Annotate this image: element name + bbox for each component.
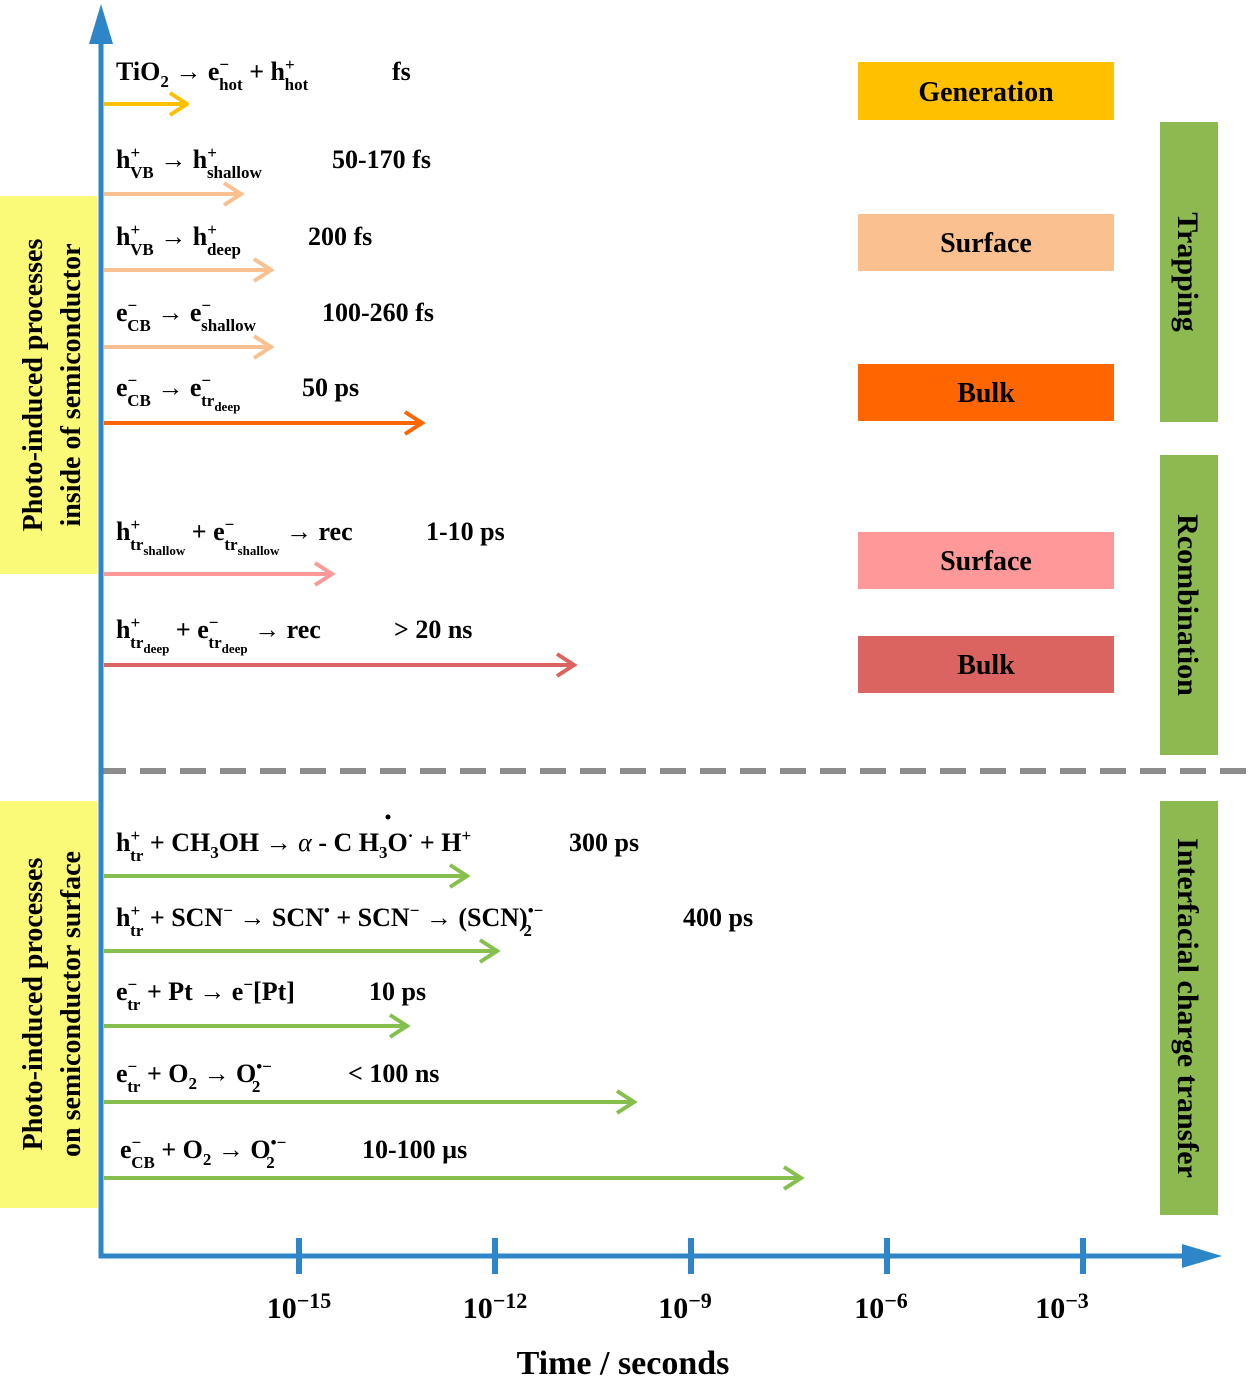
rec-deep-time: > 20 ns <box>394 615 472 644</box>
svg-text:TiO2 → e−hot + h+hot: TiO2 → e− hot + h+ hot <box>116 55 309 94</box>
methanol-time: 300 ps <box>569 828 639 857</box>
cb-shallow-time: 100-260 fs <box>322 298 434 327</box>
o2-tr-arrow <box>104 1089 638 1115</box>
svg-text:h+tr + CH3OH → α - C H3O· + H+: h+ tr + CH3OH → α - C H3O· + H+ <box>116 826 471 865</box>
x-tick-label: 10−12 <box>463 1288 528 1325</box>
vb-deep-equation: h+ VB → h+ deep 200 fs <box>116 220 372 259</box>
x-tick-label: 10−6 <box>854 1288 908 1325</box>
x-axis-arrowhead <box>1182 1244 1222 1268</box>
svg-text:h+tr + SCN− → SCN• + SCN− → (S: h+ tr + SCN− → SCN• + SCN− → (SCN)•− 2 <box>116 901 543 940</box>
cb-shallow-arrow <box>104 334 275 360</box>
cb-deep-time: 50 ps <box>302 373 359 402</box>
pt-time: 10 ps <box>369 977 426 1006</box>
svg-text:e−CB → e−trdeep: e− CB → e− trdeep <box>116 371 240 414</box>
rec-shallow-arrow <box>104 561 336 587</box>
rec-shallow-time: 1-10 ps <box>426 517 505 546</box>
x-tick-label: 10−3 <box>1035 1288 1089 1325</box>
generation-box <box>858 62 1114 120</box>
vb-deep-arrow <box>104 257 275 283</box>
o2-cb-equation: e− CB + O2 → O•− 2 10-100 µs <box>120 1133 467 1172</box>
o2-tr-equation: e− tr + O2 → O•− 2 < 100 ns <box>116 1057 439 1096</box>
cb-deep-arrow <box>104 410 426 436</box>
pt-equation: e− tr + Pt → e−[Pt] 10 ps <box>116 975 426 1014</box>
vb-shallow-arrow <box>104 181 245 207</box>
rec-surface-box <box>858 532 1114 589</box>
trap-surface-box <box>858 214 1114 271</box>
svg-text:h+VB → h+deep: h+ VB → h+ deep <box>116 220 241 259</box>
pt-arrow <box>104 1013 411 1039</box>
svg-text:e−CB + O2 → O•−2: e− CB + O2 → O•− 2 <box>120 1133 286 1172</box>
trap-bulk-label: Bulk <box>957 378 1015 409</box>
o2-tr-time: < 100 ns <box>348 1059 439 1088</box>
inside-label: Photo-induced processes <box>18 239 49 532</box>
svg-text:e−CB → e−shallow: e− CB → e− shallow <box>116 296 257 335</box>
generation-label: Generation <box>918 77 1054 108</box>
o2-cb-time: 10-100 µs <box>362 1135 467 1164</box>
rec-deep-equation: h+ trdeep + e− trdeep → rec > 20 ns <box>116 613 472 656</box>
vb-deep-time: 200 fs <box>308 222 372 251</box>
rec-bulk-label: Bulk <box>957 650 1015 681</box>
inside-label-2: inside of semiconductor <box>56 243 87 526</box>
surface-band <box>0 801 97 1208</box>
methanol-arrow <box>104 863 471 889</box>
svg-text:h+trdeep + e−trdeep → rec: h+ trdeep + e− trdeep → rec <box>116 613 321 656</box>
gen-equation: TiO2 → e− hot + h+ hot fs <box>116 55 411 94</box>
rec-surface-label: Surface <box>940 546 1032 577</box>
methanol-equation: h+ tr + CH3OH → α - C H3O· + H+ 300 ps <box>116 814 639 865</box>
interfacial-band <box>1160 801 1218 1215</box>
x-tick-label: 10−15 <box>267 1288 332 1325</box>
rec-deep-arrow <box>104 652 578 678</box>
x-axis-title: Time / seconds <box>517 1345 730 1379</box>
scn-arrow <box>104 938 501 964</box>
rec-shallow-equation: h+ trshallow + e− trshallow → rec 1-10 ps <box>116 515 505 558</box>
svg-text:e−tr + O2 → O•−2: e− tr + O2 → O•− 2 <box>116 1057 272 1096</box>
trapping-band <box>1160 122 1218 422</box>
recombination-band <box>1160 455 1218 755</box>
gen-arrow <box>104 91 189 117</box>
vb-shallow-equation: h+ VB → h+ shallow 50-170 fs <box>116 143 431 182</box>
gen-time: fs <box>392 57 411 86</box>
vb-shallow-time: 50-170 fs <box>332 145 431 174</box>
radical-dot <box>385 814 391 820</box>
cb-shallow-equation: e− CB → e− shallow 100-260 fs <box>116 296 434 335</box>
y-axis-arrowhead <box>89 4 113 44</box>
recombination-label: Rcombination <box>1171 514 1204 696</box>
svg-text:h+trshallow + e−trshallow → re: h+ trshallow + e− trshallow → rec <box>116 515 353 558</box>
trapping-label: Trapping <box>1171 212 1204 332</box>
scn-equation: h+ tr + SCN− → SCN• + SCN− → (SCN)•− 2 400… <box>116 901 753 940</box>
trap-bulk-box <box>858 364 1114 421</box>
scn-time: 400 ps <box>683 903 753 932</box>
cb-deep-equation: e− CB → e− trdeep 50 ps <box>116 371 359 414</box>
svg-text:h+VB → h+shallow: h+ VB → h+ shallow <box>116 143 262 182</box>
interfacial-label: Interfacial charge transfer <box>1171 838 1204 1178</box>
trap-surface-label: Surface <box>940 228 1032 259</box>
o2-cb-arrow <box>104 1165 805 1191</box>
surface-label: Photo-induced processes <box>18 858 49 1151</box>
x-ticks <box>296 1238 1086 1274</box>
svg-text:e−tr + Pt → e−[Pt]: e− tr + Pt → e−[Pt] <box>116 975 295 1014</box>
surface-label-2: on semiconductor surface <box>56 851 87 1157</box>
rec-bulk-box <box>858 636 1114 693</box>
x-tick-label: 10−9 <box>658 1288 712 1325</box>
inside-band <box>0 196 97 574</box>
